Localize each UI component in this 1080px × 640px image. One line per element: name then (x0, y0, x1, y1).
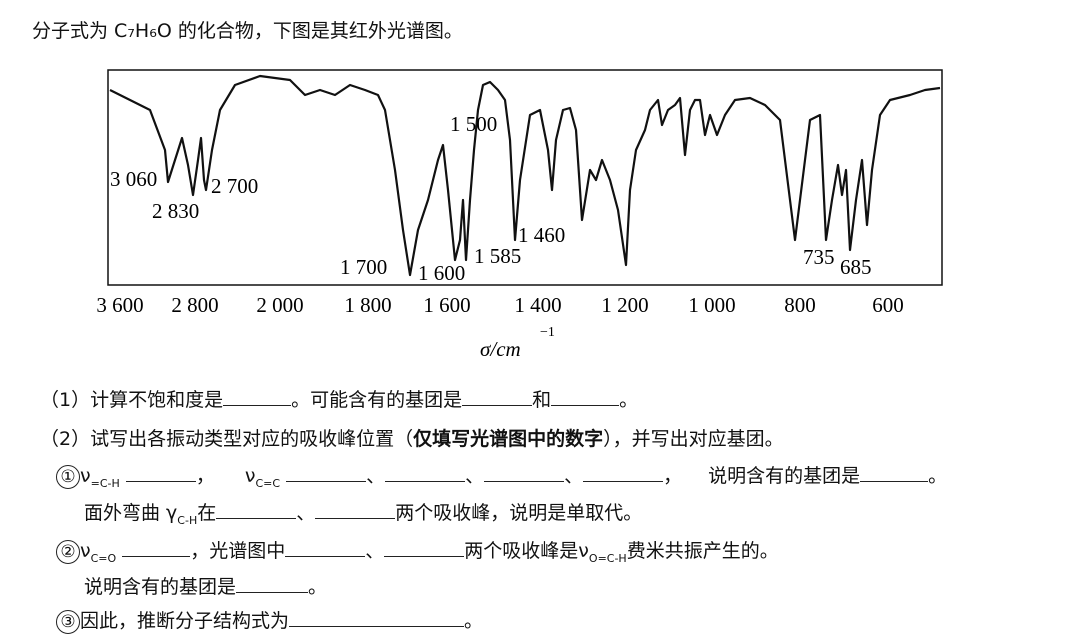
text: 在 (197, 502, 217, 524)
peak-label: 3 060 (110, 167, 157, 191)
text: 、 (296, 502, 316, 524)
blank (462, 387, 533, 406)
blank (125, 463, 196, 482)
text: ，光谱图中 (190, 540, 286, 562)
blank (285, 538, 366, 557)
text: 、 (366, 465, 386, 487)
blank (385, 463, 466, 482)
frame (107, 69, 943, 286)
q2-3: ③ 因此，推断分子结构式为 。 (56, 606, 483, 634)
text: 两个吸收峰，说明是单取代。 (395, 502, 643, 524)
text: 。 (464, 610, 484, 632)
sub: C=C (255, 476, 281, 490)
text: ν (244, 465, 256, 487)
x-tick-label: 600 (872, 293, 904, 317)
text: （2）试写出各振动类型对应的吸收峰位置（ (40, 428, 414, 450)
text: ， (195, 465, 215, 487)
spectrum-curve (109, 74, 941, 277)
x-axis-label: σ/cm (480, 337, 521, 361)
blank (860, 463, 929, 482)
text: 。 (928, 465, 948, 487)
blank (216, 500, 297, 519)
text: 和 (532, 389, 552, 411)
text: 。 (308, 576, 328, 598)
blank (484, 463, 565, 482)
peak-label: 1 585 (474, 244, 521, 268)
text: ν (578, 540, 589, 562)
text: 面外弯曲 γ (84, 502, 178, 524)
sub: =C-H (90, 476, 120, 490)
blank (289, 608, 465, 627)
sub: C=O (90, 551, 117, 565)
peak-label: 1 460 (518, 223, 565, 247)
marker: ② (56, 540, 80, 564)
text: 、 (465, 465, 485, 487)
q2-2: ② νC=O ，光谱图中、两个吸收峰是νO=C-H费米共振产生的。 (56, 536, 779, 565)
text: ν (80, 540, 91, 562)
text: ），并写出对应基团。 (603, 428, 784, 450)
sub: O=C-H (588, 551, 627, 565)
sub: C-H (177, 513, 198, 527)
text: 、 (564, 465, 584, 487)
blank (315, 500, 396, 519)
text: 费米共振产生的。 (626, 540, 779, 562)
ir-spectrum: 3 600 2 800 2 000 1 800 1 600 1 400 1 200 1 000… (96, 69, 943, 361)
x-tick-label: 2 800 (171, 293, 218, 317)
text: 说明含有的基团是 (708, 465, 861, 487)
text: 。 (619, 389, 639, 411)
text: ， (663, 465, 683, 487)
peak-label: 735 (803, 245, 835, 269)
peak-label: 2 700 (211, 174, 258, 198)
x-tick-label: 1 600 (423, 293, 470, 317)
x-tick-label: 2 000 (256, 293, 303, 317)
blank (122, 538, 191, 557)
text: ν (80, 465, 91, 487)
text: 两个吸收峰是 (464, 540, 579, 562)
x-tick-label: 1 800 (344, 293, 391, 317)
text: 、 (365, 540, 385, 562)
intro: 分子式为 C₇H₆O 的化合物，下图是其红外光谱图。 (32, 20, 463, 42)
q2: （2）试写出各振动类型对应的吸收峰位置（仅填写光谱图中的数字），并写出对应基团。 (40, 424, 784, 451)
text: 说明含有的基团是 (84, 576, 237, 598)
peak-label: 2 830 (152, 199, 199, 223)
x-axis-label-sup: −1 (540, 325, 555, 340)
marker: ① (56, 465, 80, 489)
blank (583, 463, 664, 482)
blank (286, 463, 367, 482)
blank (384, 538, 465, 557)
peak-label: 1 600 (418, 261, 465, 285)
text: （1）计算不饱和度是 (40, 389, 224, 411)
text: 因此，推断分子结构式为 (80, 610, 290, 632)
q2-1b: 面外弯曲 γC-H在 、 两个吸收峰，说明是单取代。 (84, 498, 642, 527)
blank (551, 387, 620, 406)
x-tick-label: 1 400 (514, 293, 561, 317)
x-tick-label: 800 (784, 293, 816, 317)
marker: ③ (56, 610, 80, 634)
q1: （1）计算不饱和度是 。可能含有的基团是 和 。 (40, 385, 638, 412)
q2-2b: 说明含有的基团是 。 (84, 572, 327, 599)
q2-1: ① ν=C-H ， νC=C 、、、，说明含有的基团是。 (56, 461, 947, 490)
x-tick-label: 3 600 (96, 293, 143, 317)
blank (236, 574, 309, 593)
peak-label: 685 (840, 255, 872, 279)
x-tick-label: 1 200 (601, 293, 648, 317)
blank (223, 387, 292, 406)
peak-label: 1 700 (340, 255, 387, 279)
peak-label: 1 500 (450, 112, 497, 136)
x-tick-label: 1 000 (688, 293, 735, 317)
text-bold: 仅填写光谱图中的数字 (413, 428, 604, 450)
text: 。可能含有的基团是 (291, 389, 463, 411)
